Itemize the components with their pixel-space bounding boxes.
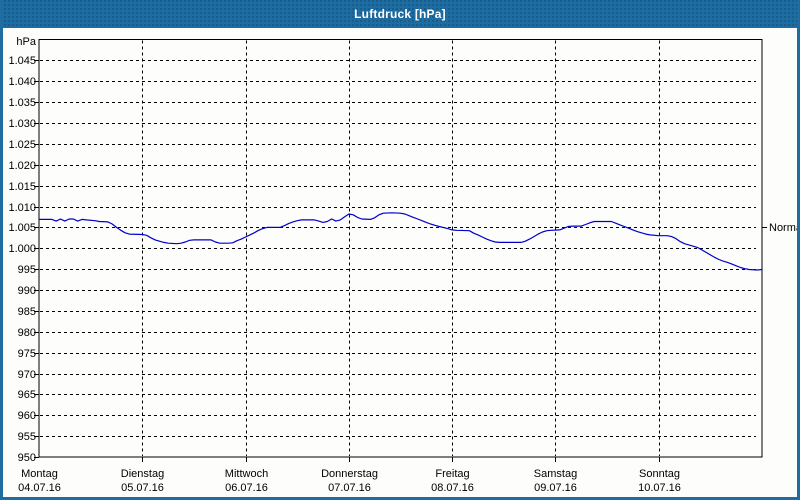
- x-day-date-label: 09.07.16: [534, 482, 577, 494]
- y-tick-label: 1.000: [8, 243, 36, 255]
- y-tick-label: 950: [18, 452, 36, 464]
- y-tick-label: 985: [18, 306, 36, 318]
- x-day-name-label: Montag: [21, 468, 58, 480]
- y-tick-label: 1.035: [8, 97, 36, 109]
- y-tick-label: 1.045: [8, 55, 36, 67]
- y-tick-label: 955: [18, 431, 36, 443]
- y-gridlines: [34, 60, 756, 458]
- window-border-right: [797, 0, 800, 500]
- x-day-name-label: Samstag: [534, 468, 577, 480]
- y-tick-label: 1.015: [8, 181, 36, 193]
- y-axis-labels: 950 955 960 965 970 975 980 985 990 995 1.000 1.005…: [8, 36, 36, 464]
- y-tick-label: 970: [18, 369, 36, 381]
- y-tick-label: 1.020: [8, 160, 36, 172]
- y-tick-label: 1.010: [8, 202, 36, 214]
- x-day-name-label: Freitag: [435, 468, 469, 480]
- x-day-name-label: Mittwoch: [225, 468, 268, 480]
- window-border-bottom: [0, 497, 800, 500]
- normal-marker-label: Normal: [769, 222, 800, 234]
- y-tick-label: 995: [18, 264, 36, 276]
- window-titlebar: Luftdruck [hPa]: [0, 0, 800, 28]
- y-axis-unit-label: hPa: [16, 36, 36, 48]
- x-axis-labels: Montag 04.07.16 Dienstag 05.07.16 Mittwoch 06…: [18, 468, 681, 494]
- y-tick-label: 965: [18, 389, 36, 401]
- y-tick-label: 1.030: [8, 118, 36, 130]
- y-tick-label: 1.025: [8, 139, 36, 151]
- x-day-date-label: 06.07.16: [225, 482, 268, 494]
- x-day-date-label: 05.07.16: [121, 482, 164, 494]
- x-day-name-label: Sonntag: [639, 468, 680, 480]
- pressure-series-line: [39, 212, 763, 271]
- x-day-date-label: 10.07.16: [638, 482, 681, 494]
- y-tick-label: 960: [18, 410, 36, 422]
- x-day-name-label: Donnerstag: [321, 468, 378, 480]
- plot-frame: [38, 39, 763, 458]
- x-day-date-label: 04.07.16: [18, 482, 61, 494]
- x-gridlines: [142, 40, 660, 462]
- window-border-left: [0, 0, 3, 500]
- window-title: Luftdruck [hPa]: [354, 7, 446, 21]
- normal-marker: Normal: [762, 222, 800, 234]
- x-day-date-label: 07.07.16: [328, 482, 371, 494]
- x-day-date-label: 08.07.16: [431, 482, 474, 494]
- x-day-name-label: Dienstag: [121, 468, 164, 480]
- y-tick-label: 990: [18, 285, 36, 297]
- y-tick-label: 975: [18, 348, 36, 360]
- y-tick-label: 1.040: [8, 76, 36, 88]
- y-tick-label: 980: [18, 327, 36, 339]
- y-tick-label: 1.005: [8, 222, 36, 234]
